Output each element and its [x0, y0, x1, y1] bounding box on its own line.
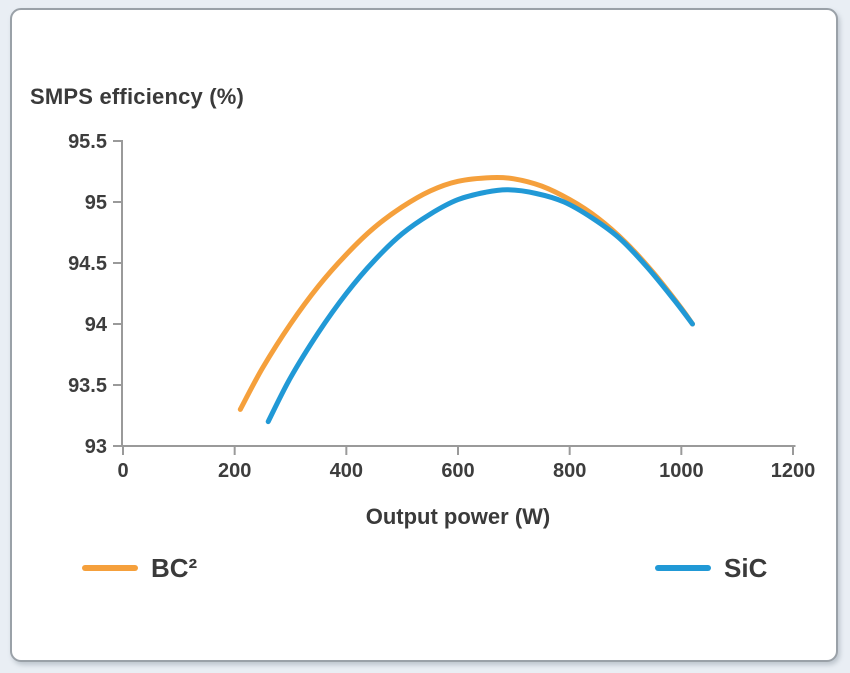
axes [121, 140, 796, 447]
bc2-line-marker [82, 565, 138, 571]
x-tick-label: 800 [553, 460, 586, 482]
y-tick-label: 94 [85, 314, 108, 336]
sic-line-marker [655, 565, 711, 571]
series-line-BC² [237, 174, 695, 412]
series-line-SiC [265, 187, 695, 425]
legend-item-sic: SiC [655, 550, 767, 586]
y-tick-label: 93.5 [68, 375, 107, 397]
sic-legend-label: SiC [724, 552, 768, 583]
x-tick-label: 600 [441, 460, 474, 482]
legend-item-bc2: BC² [82, 550, 197, 586]
y-tick-label: 94.5 [68, 253, 107, 275]
y-axis-title: SMPS efficiency (%) [30, 84, 245, 109]
y-tick-label: 93 [85, 436, 107, 458]
y-tick-label: 95 [85, 192, 107, 214]
x-tick-label: 1200 [771, 460, 816, 482]
y-tick-label: 95.5 [68, 131, 107, 153]
x-tick-label: 200 [218, 460, 251, 482]
bc2-legend-label: BC² [151, 552, 198, 583]
x-axis-title: Output power (W) [365, 504, 551, 529]
chart-card [10, 8, 838, 662]
x-tick-label: 0 [117, 460, 128, 482]
x-tick-label: 400 [330, 460, 363, 482]
x-tick-label: 1000 [659, 460, 704, 482]
